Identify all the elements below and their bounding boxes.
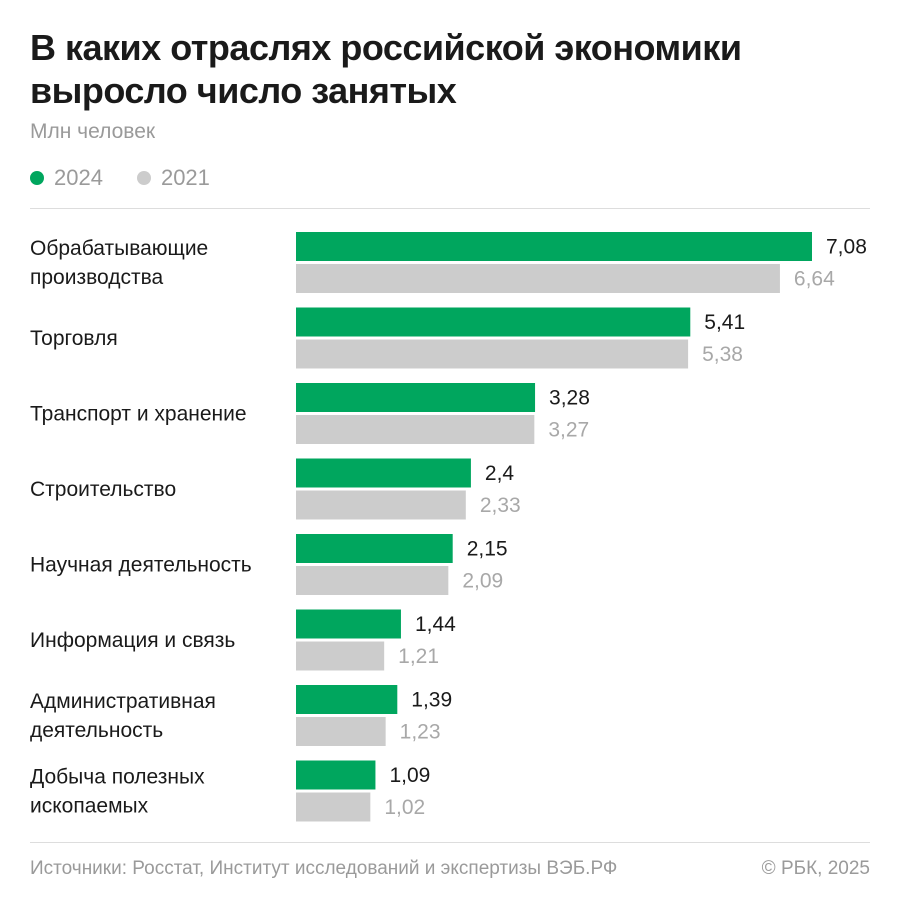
legend: 2024 2021 [30,165,244,191]
category-label: Административная деятельность [30,690,216,742]
value-label-2024: 1,44 [415,613,456,636]
value-label-2021: 2,33 [480,494,521,517]
bar-2021 [296,792,371,822]
category-label: Научная деятельность [30,554,252,577]
copyright: © РБК, 2025 [761,858,870,879]
category-label-line: ископаемых [30,795,149,818]
bar-2024 [296,458,471,488]
value-label-2021: 5,38 [702,343,743,366]
legend-item-2021: 2021 [136,165,210,191]
legend-label: 2021 [160,165,210,190]
bottom-divider [30,842,870,843]
value-label-2021: 1,23 [400,721,441,744]
category-label-line: Обрабатывающие [30,237,208,260]
value-label-2024: 1,39 [411,689,452,712]
chart-subtitle: Млн человек [30,120,156,143]
category-label: Торговля [30,327,118,350]
value-label-2021: 1,02 [384,796,425,819]
value-label-2024: 5,41 [704,311,745,334]
category-label-line: деятельность [30,719,163,742]
chart-title: В каких отраслях российской экономики вы… [30,27,742,111]
value-label-2021: 1,21 [398,645,439,668]
category-label: Транспорт и хранение [30,403,247,426]
category-label: Добыча полезных ископаемых [30,766,205,818]
category-label-line: производства [30,266,164,289]
category-label: Строительство [30,478,176,501]
category-label-line: Транспорт и хранение [30,403,247,426]
category-label-line: Добыча полезных [30,766,205,789]
value-label-2024: 7,08 [826,236,867,259]
value-label-2024: 2,4 [485,462,515,485]
bar-2021 [296,641,385,671]
bar-2024 [296,232,812,261]
bar-2021 [296,339,689,369]
category-label: Информация и связь [30,629,235,652]
legend-label: 2024 [54,165,103,190]
bar-2024 [296,609,401,639]
bar-2021 [296,717,386,746]
value-label-2024: 3,28 [549,387,590,410]
bar-2024 [296,760,376,790]
category-label: Обрабатывающие производства [30,237,208,289]
category-label-line: Строительство [30,478,176,501]
category-label-line: Информация и связь [30,629,235,652]
category-label-line: Научная деятельность [30,554,252,577]
bar-2024 [296,307,691,337]
bar-2024 [296,383,536,412]
legend-dot-icon [30,171,44,185]
bar-2021 [296,264,780,293]
bar-2024 [296,534,453,563]
bar-2021 [296,415,535,444]
top-divider [30,208,870,209]
value-label-2024: 1,09 [389,764,430,787]
category-label-line: Административная [30,690,216,713]
category-label-line: Торговля [30,327,118,350]
value-label-2021: 2,09 [462,570,503,593]
bar-2021 [296,566,449,595]
legend-item-2024: 2024 [30,165,103,191]
value-label-2021: 3,27 [548,419,589,442]
value-label-2021: 6,64 [794,268,835,291]
bar-2024 [296,685,398,714]
value-label-2024: 2,15 [467,538,508,561]
bar-2021 [296,490,466,520]
source-note: Источники: Росстат, Институт исследовани… [30,858,618,879]
legend-dot-icon [136,171,151,185]
